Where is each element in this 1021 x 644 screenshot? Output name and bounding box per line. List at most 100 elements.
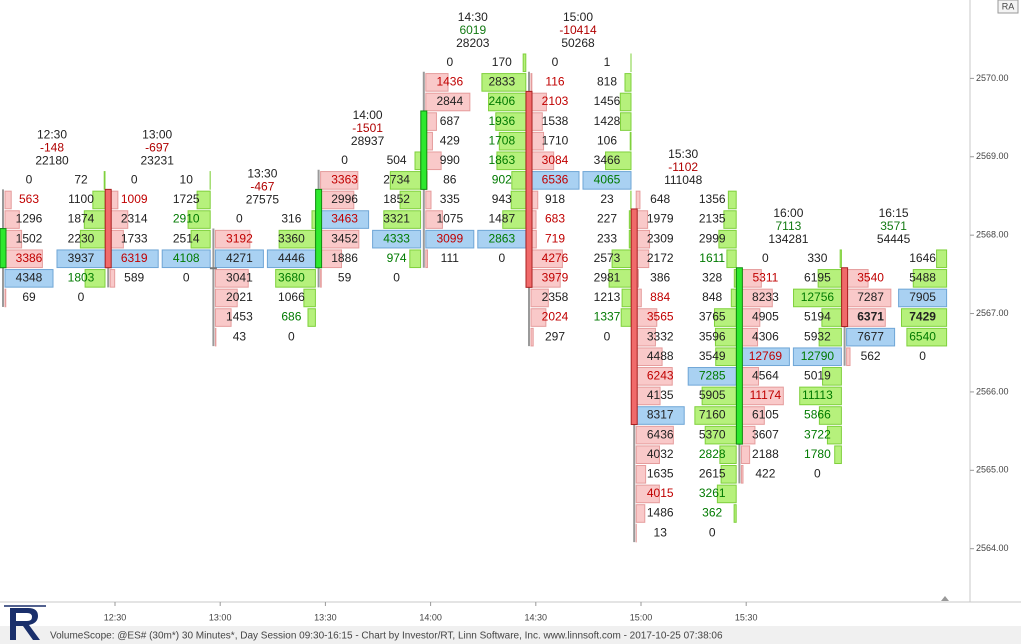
ask-volume-bar [275,269,316,288]
bid-value: 2358 [542,290,569,304]
ask-value: 5932 [804,329,831,343]
bid-value: 563 [19,192,39,206]
bid-volume-bar [530,308,547,327]
ask-value: 4108 [173,251,200,265]
ask-volume-bar [912,269,948,288]
ask-value: 2999 [699,231,726,245]
bar-delta: -697 [145,141,169,155]
bid-value: 3041 [226,271,253,285]
ask-value: 1356 [699,192,726,206]
bid-value: 0 [341,153,348,167]
bid-value: 4488 [647,349,674,363]
ask-volume-bar [727,190,737,210]
ask-volume-bar [196,190,211,210]
ask-volume-bar [716,484,737,504]
bid-poc-cell [214,249,264,269]
ask-value: 5905 [699,388,726,402]
y-tick-label: 2566.00 [976,386,1009,396]
ask-value: 2910 [173,212,200,226]
bid-value: 386 [650,271,670,285]
ask-value: 3596 [699,329,726,343]
ask-value: 5019 [804,369,831,383]
badge-box[interactable] [997,0,1019,14]
ask-value: 2828 [699,447,726,461]
bar-delta: 6019 [459,23,486,37]
ask-value: 3937 [68,251,95,265]
ask-volume-bar [190,229,211,249]
ask-volume-bar [719,445,737,465]
bid-value: 990 [440,153,460,167]
bar-time: 16:00 [773,206,803,220]
ask-value: 330 [807,251,827,265]
logo-mark [10,608,40,640]
ask-poc-cell [582,171,632,190]
bid-value: 6436 [647,427,674,441]
bid-volume-bar [846,347,851,367]
ask-value: 11113 [802,388,833,402]
bid-value: 1075 [436,212,463,226]
y-tick-label: 2568.00 [976,230,1009,240]
bid-value: 4348 [16,271,43,285]
bid-value: 589 [124,271,144,285]
ask-volume-bar [605,151,632,171]
bid-value: 2188 [752,447,779,461]
scroll-arrow[interactable] [941,596,949,601]
bid-volume-bar [635,190,641,210]
bar-volume: 54445 [877,232,911,246]
bar-volume: 28203 [456,36,490,50]
ask-volume-bar [84,269,106,288]
candle-body [841,267,849,328]
ask-value: 0 [919,349,926,363]
bid-volume-bar [4,190,12,210]
ask-volume-bar [103,171,106,190]
bid-value: 2021 [226,290,253,304]
bid-value: 0 [552,55,559,69]
ask-value: 974 [387,251,407,265]
ask-value: 106 [597,133,617,147]
bid-value: 1979 [647,212,674,226]
ask-value: 3765 [699,310,726,324]
bid-value: 3084 [542,153,569,167]
bid-value: 8317 [647,408,674,422]
bid-volume-bar [214,229,251,249]
ask-volume-bar [510,190,527,210]
bid-value: 2103 [542,94,569,108]
y-tick-label: 2567.00 [976,308,1009,318]
bid-volume-bar [214,288,238,308]
bar-delta: 3571 [880,219,907,233]
ask-volume-bar [481,73,527,92]
bid-value: 3607 [752,427,779,441]
bar-time: 15:30 [668,147,698,161]
ask-value: 504 [387,153,407,167]
ask-value: 2615 [699,466,726,480]
bid-volume-bar [635,425,674,445]
badge[interactable]: RA [1002,1,1015,11]
bid-value: 2024 [542,310,569,324]
ask-value: 7160 [699,408,726,422]
ask-value: 2230 [68,231,95,245]
bar-delta: -1501 [352,121,383,135]
bid-value: 3192 [226,231,253,245]
ask-value: 1936 [488,114,515,128]
ask-volume-bar [733,504,737,523]
bid-value: 2844 [436,94,463,108]
bid-volume-bar [425,249,429,269]
bid-value: 1886 [331,251,358,265]
ask-value: 902 [492,173,512,187]
ask-value: 3680 [278,271,305,285]
bid-value: 59 [338,271,352,285]
ask-value: 3321 [383,212,410,226]
bid-volume-bar [425,112,437,131]
candle-body [735,267,743,445]
bid-value: 2309 [647,231,674,245]
bid-value: 6371 [857,310,884,324]
ask-value: 1100 [68,192,94,206]
bid-value: 0 [131,173,138,187]
bid-value: 4271 [226,251,253,265]
ask-value: 7905 [909,290,936,304]
ask-value: 1725 [173,192,200,206]
x-tick-label: 13:30 [314,612,337,622]
ask-value: 0 [709,525,716,539]
bid-value: 297 [545,329,565,343]
ask-volume-bar [409,249,422,269]
